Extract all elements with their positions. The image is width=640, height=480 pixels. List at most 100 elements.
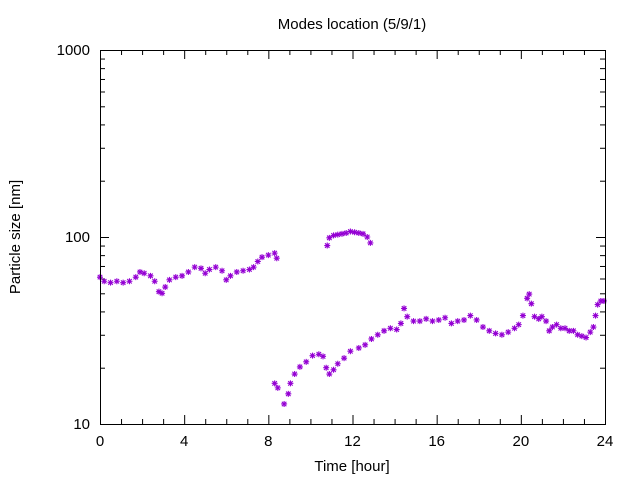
data-point: [212, 264, 219, 271]
data-point: [250, 264, 257, 271]
data-point: [166, 276, 173, 283]
data-point: [355, 344, 362, 351]
data-point: [206, 266, 213, 273]
data-point: [543, 318, 550, 325]
data-point: [120, 279, 127, 286]
data-point: [338, 230, 345, 237]
data-point: [590, 324, 597, 331]
data-point: [404, 313, 411, 320]
data-point: [151, 278, 158, 285]
data-point: [291, 371, 298, 378]
data-point: [435, 316, 442, 323]
data-point: [448, 320, 455, 327]
data-point: [155, 288, 162, 295]
x-tick-label: 4: [180, 433, 188, 450]
data-point: [136, 268, 143, 275]
data-point: [526, 291, 533, 298]
axis-tick-labels: 0 4 8 12 16 20 24 10 100 1000: [57, 42, 614, 450]
data-point: [600, 297, 607, 304]
data-point: [597, 297, 604, 304]
data-point: [185, 268, 192, 275]
data-point: [330, 232, 337, 239]
data-point: [498, 331, 505, 338]
data-point: [531, 313, 538, 320]
data-point: [281, 400, 288, 407]
data-point: [132, 274, 139, 281]
data-point: [473, 316, 480, 323]
data-point: [162, 284, 169, 291]
data-point: [287, 380, 294, 387]
data-point: [549, 324, 556, 331]
data-point: [578, 333, 585, 340]
data-point: [362, 341, 369, 348]
data-point: [309, 352, 316, 359]
data-point: [107, 279, 114, 286]
data-point: [172, 274, 179, 281]
data-point: [271, 380, 278, 387]
data-point: [524, 295, 531, 302]
data-point: [381, 327, 388, 334]
data-point: [467, 312, 474, 319]
data-point: [401, 305, 408, 312]
data-point: [367, 239, 374, 246]
data-point: [574, 331, 581, 338]
data-point: [259, 254, 266, 261]
data-points: [97, 228, 607, 407]
data-point: [296, 363, 303, 370]
data-point: [303, 358, 310, 365]
data-point: [324, 242, 331, 249]
data-point: [429, 318, 436, 325]
data-point: [191, 264, 198, 271]
data-point: [368, 335, 375, 342]
data-point: [423, 315, 430, 322]
data-point: [374, 331, 381, 338]
data-point: [397, 320, 404, 327]
data-point: [347, 348, 354, 355]
data-point: [479, 324, 486, 331]
data-point: [246, 266, 253, 273]
data-point: [515, 321, 522, 328]
y-tick-label: 10: [73, 416, 90, 433]
x-tick-label: 12: [344, 433, 361, 450]
data-point: [486, 327, 493, 334]
data-point: [347, 228, 354, 235]
data-point: [341, 355, 348, 362]
data-point: [141, 270, 148, 277]
data-point: [393, 326, 400, 333]
data-point: [454, 318, 461, 325]
data-point: [223, 276, 230, 283]
data-point: [535, 315, 542, 322]
data-point: [271, 250, 278, 257]
data-point: [583, 334, 590, 341]
data-point: [592, 312, 599, 319]
data-point: [538, 313, 545, 320]
data-point: [360, 230, 367, 237]
data-point: [566, 327, 573, 334]
x-tick-label: 24: [597, 433, 614, 450]
data-point: [557, 325, 564, 332]
x-tick-label: 16: [428, 433, 445, 450]
data-point: [274, 384, 281, 391]
data-point: [528, 300, 535, 307]
data-point: [442, 314, 449, 321]
data-point: [387, 325, 394, 332]
x-tick-label: 0: [96, 433, 104, 450]
data-point: [330, 366, 337, 373]
data-point: [254, 258, 261, 265]
x-axis-label: Time [hour]: [314, 458, 389, 475]
data-point: [265, 252, 272, 259]
data-point: [334, 231, 341, 238]
data-point: [233, 268, 240, 275]
data-point: [326, 234, 333, 241]
data-point: [219, 267, 226, 274]
y-axis-label: Particle size [nm]: [7, 180, 24, 294]
data-point: [227, 272, 234, 279]
data-point: [320, 353, 327, 360]
data-point: [594, 301, 601, 308]
data-point: [511, 325, 518, 332]
y-tick-label: 1000: [57, 42, 90, 59]
data-point: [101, 278, 108, 285]
data-point: [519, 312, 526, 319]
data-point: [285, 390, 292, 397]
